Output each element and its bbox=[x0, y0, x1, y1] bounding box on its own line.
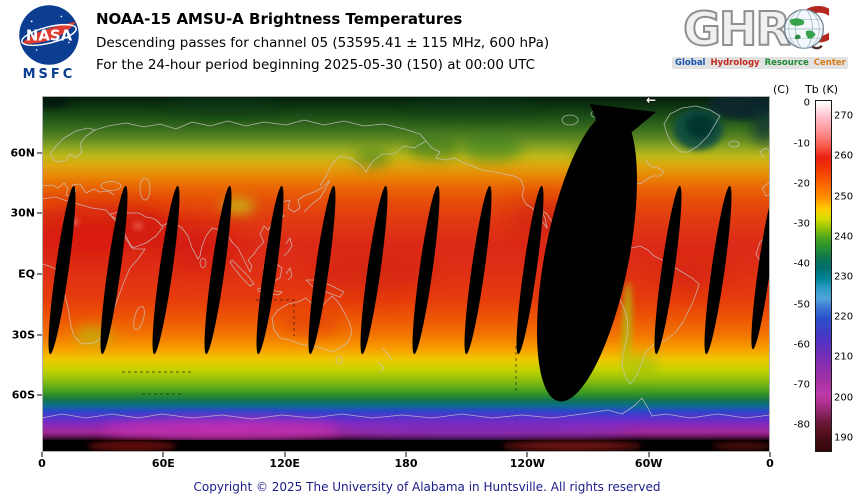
colorbar-kelvin-unit: Tb (K) bbox=[805, 83, 838, 96]
x-axis-tick-label: 120W bbox=[509, 457, 545, 470]
ghrc-tagline-word: Global bbox=[675, 58, 706, 68]
bottom-band-glow bbox=[87, 441, 770, 451]
map-svg bbox=[42, 96, 770, 452]
nasa-wordmark: NASA bbox=[26, 27, 73, 45]
y-axis-tick-label: EQ bbox=[18, 267, 35, 281]
x-axis-tick-label: 60W bbox=[634, 457, 663, 470]
ghrc-globe-unit: C bbox=[783, 2, 837, 55]
y-axis-labels: 60N 30N EQ 30S 60S bbox=[0, 96, 42, 452]
y-axis-tick-label: 30S bbox=[11, 328, 35, 342]
colorbar-kelvin-tick-label: 220 bbox=[834, 311, 854, 323]
colorbar-celsius-tick-label: 0 bbox=[803, 97, 810, 109]
x-axis-tick-label: 0 bbox=[38, 457, 46, 470]
colorbar-celsius-tick-label: -80 bbox=[793, 419, 810, 431]
ghrc-tagline-word: Center bbox=[813, 58, 846, 68]
colorbar-celsius-tick-label: -40 bbox=[793, 258, 810, 270]
y-axis-tick-label: 60N bbox=[10, 146, 35, 160]
ghrc-letters: GHR bbox=[682, 2, 792, 56]
ghrc-wordmark: GHR C bbox=[672, 2, 848, 56]
x-axis-tick-mark bbox=[284, 452, 286, 457]
y-axis-tick-label: 60S bbox=[11, 388, 35, 402]
colorbar-celsius-tick-label: -20 bbox=[793, 178, 810, 190]
x-axis-tick-mark bbox=[162, 452, 164, 457]
colorbar-kelvin-tick-label: 260 bbox=[834, 150, 854, 162]
x-axis-tick-label: 60E bbox=[151, 457, 175, 470]
colorbar-celsius-ticks: 0 -10 -20 -30 -40 -50 -60 -70 -80 bbox=[768, 97, 812, 450]
colorbar-celsius-tick-label: -10 bbox=[793, 138, 810, 150]
colorbar-gradient bbox=[815, 100, 832, 452]
x-axis-tick-mark bbox=[769, 452, 771, 457]
map-frame bbox=[42, 96, 770, 452]
y-axis-tick-mark bbox=[37, 152, 42, 154]
colorbar-kelvin-tick-label: 230 bbox=[834, 271, 854, 283]
subtitle-period: For the 24-hour period beginning 2025-05… bbox=[96, 57, 536, 73]
colorbar-kelvin-ticks: 270 260 250 240 230 220 210 200 190 bbox=[834, 100, 854, 450]
ghrc-tagline-word: Hydrology bbox=[710, 58, 760, 68]
colorbar-kelvin-tick-label: 240 bbox=[834, 231, 854, 243]
ghrc-logo: GHR C Global Hydrology Resource Center bbox=[672, 2, 848, 69]
x-axis-tick-mark bbox=[41, 452, 43, 457]
y-axis-tick-mark bbox=[37, 212, 42, 214]
x-axis-tick-label: 180 bbox=[394, 457, 418, 470]
x-axis-tick-label: 120E bbox=[269, 457, 300, 470]
y-axis-tick-mark bbox=[37, 273, 42, 275]
orbit-gap-swaths bbox=[48, 104, 770, 402]
x-axis-tick-mark bbox=[405, 452, 407, 457]
y-axis-tick-mark bbox=[37, 394, 42, 396]
x-axis-labels: 0 60E 120E 180 120W 60W 0 bbox=[38, 452, 774, 472]
subtitle-channel: Descending passes for channel 05 (53595.… bbox=[96, 35, 550, 51]
colorbar-kelvin-tick-label: 190 bbox=[834, 432, 854, 444]
nasa-meatball-icon: NASA bbox=[19, 5, 79, 65]
page-title: NOAA-15 AMSU-A Brightness Temperatures bbox=[96, 10, 463, 28]
nasa-logo: NASA MSFC bbox=[10, 4, 88, 82]
colorbar-kelvin-tick-label: 270 bbox=[834, 110, 854, 122]
y-axis-tick-label: 30N bbox=[10, 206, 35, 220]
brightness-temperature-map: ← bbox=[42, 93, 770, 452]
ghrc-tagline-word: Resource bbox=[764, 58, 809, 68]
colorbar-celsius-tick-label: -60 bbox=[793, 339, 810, 351]
cursor-arrow-icon: ← bbox=[646, 93, 657, 107]
ghrc-tagline: Global Hydrology Resource Center bbox=[672, 57, 848, 69]
x-axis-tick-label: 0 bbox=[766, 457, 774, 470]
x-axis-tick-mark bbox=[648, 452, 650, 457]
y-axis-tick-mark bbox=[37, 334, 42, 336]
figure-titles: NOAA-15 AMSU-A Brightness Temperatures D… bbox=[96, 10, 549, 79]
colorbar-kelvin-tick-label: 250 bbox=[834, 191, 854, 203]
colorbar-celsius-tick-label: -50 bbox=[793, 299, 810, 311]
colorbar-celsius-tick-label: -70 bbox=[793, 379, 810, 391]
msfc-label: MSFC bbox=[22, 67, 76, 82]
x-axis-tick-mark bbox=[526, 452, 528, 457]
copyright-footer: Copyright © 2025 The University of Alaba… bbox=[193, 480, 661, 494]
colorbar-celsius-unit: (C) bbox=[773, 83, 790, 96]
colorbar-kelvin-tick-label: 210 bbox=[834, 351, 854, 363]
globe-icon bbox=[783, 8, 824, 50]
colorbar-celsius-tick-label: -30 bbox=[793, 218, 810, 230]
colorbar-kelvin-tick-label: 200 bbox=[834, 392, 854, 404]
